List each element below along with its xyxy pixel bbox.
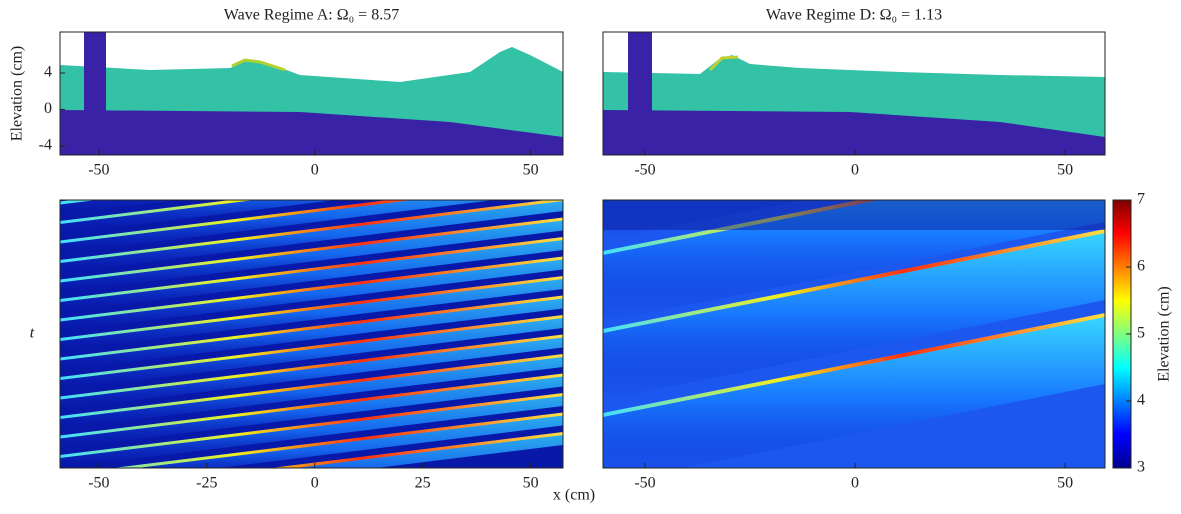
- axes-frame: [59, 31, 564, 156]
- wake-band: [603, 200, 1105, 322]
- wake-band: [60, 200, 563, 273]
- crest-band: [60, 276, 563, 341]
- colorbar-tick-label: 3: [1137, 459, 1145, 476]
- crest-band: [60, 200, 255, 224]
- x-tick-label: -50: [88, 475, 109, 492]
- wake-band: [60, 277, 563, 351]
- profile-a: [60, 32, 563, 155]
- colorbar-tick-label: 6: [1137, 258, 1145, 275]
- wake-band: [60, 200, 495, 254]
- y-tick-label: -4: [39, 137, 52, 154]
- crest-band: [60, 217, 563, 283]
- crest-band: [60, 354, 563, 419]
- crest-band: [60, 200, 97, 205]
- x-tick-label: -25: [196, 475, 217, 492]
- x-axis-label: x (cm): [553, 487, 595, 504]
- x-tick-label: -50: [634, 475, 655, 492]
- x-tick-label: 0: [851, 162, 859, 179]
- crest-band: [60, 200, 413, 244]
- wake-band: [60, 394, 563, 468]
- x-tick-label: 0: [311, 162, 319, 179]
- panel-title: Wave Regime A: Ω₀ = 8.57: [224, 7, 399, 24]
- wake-band: [60, 355, 563, 429]
- y-axis-label: Elevation (cm): [9, 46, 26, 142]
- wake-band: [60, 218, 563, 293]
- wake-band: [603, 314, 1105, 468]
- crest-band: [60, 200, 563, 263]
- crest-band: [60, 315, 563, 380]
- crest-band: [60, 237, 563, 302]
- x-tick-label: 0: [311, 475, 319, 492]
- x-tick-label: -50: [88, 162, 109, 179]
- wake-band: [60, 200, 336, 234]
- colorbar-tick-label: 4: [1137, 392, 1145, 409]
- wake-band: [60, 238, 563, 312]
- axes-frame: [602, 31, 1106, 156]
- x-tick-label: 0: [851, 475, 859, 492]
- crest-band: [60, 295, 563, 361]
- heatmap-a: [60, 200, 563, 468]
- x-tick-label: 50: [523, 475, 539, 492]
- y-axis-label: t: [30, 325, 35, 342]
- crest-band: [603, 313, 1105, 417]
- x-tick-label: 50: [1057, 162, 1073, 179]
- crest-band: [270, 432, 563, 468]
- heatmap-d: [603, 200, 1105, 468]
- profile-d: [603, 32, 1105, 155]
- panel-title: Wave Regime D: Ω₀ = 1.13: [766, 7, 942, 24]
- colorbar-tick-label: 5: [1137, 325, 1145, 342]
- x-tick-label: 25: [415, 475, 431, 492]
- wake-band: [60, 296, 563, 371]
- wake-band: [603, 230, 1105, 400]
- crest-band: [603, 229, 1105, 333]
- wake-band: [60, 335, 563, 410]
- x-tick-label: 50: [523, 162, 539, 179]
- dark-region: [603, 200, 1105, 230]
- wake-band: [60, 257, 563, 332]
- wake-band: [60, 200, 178, 215]
- wake-band: [60, 374, 563, 449]
- x-tick-label: -50: [634, 162, 655, 179]
- y-tick-label: 4: [44, 64, 52, 81]
- crest-band: [60, 373, 563, 439]
- crest-band: [60, 393, 563, 458]
- crest-band: [112, 412, 563, 468]
- wake-band: [60, 316, 563, 390]
- colorbar-tick-label: 7: [1137, 191, 1145, 208]
- x-tick-label: 50: [1057, 475, 1073, 492]
- axes-frame: [59, 199, 564, 469]
- crest-band: [60, 334, 563, 400]
- y-tick-label: 0: [44, 100, 52, 117]
- colorbar-label: Elevation (cm): [1156, 286, 1173, 382]
- crest-band: [60, 256, 563, 322]
- axes-frame: [602, 199, 1106, 469]
